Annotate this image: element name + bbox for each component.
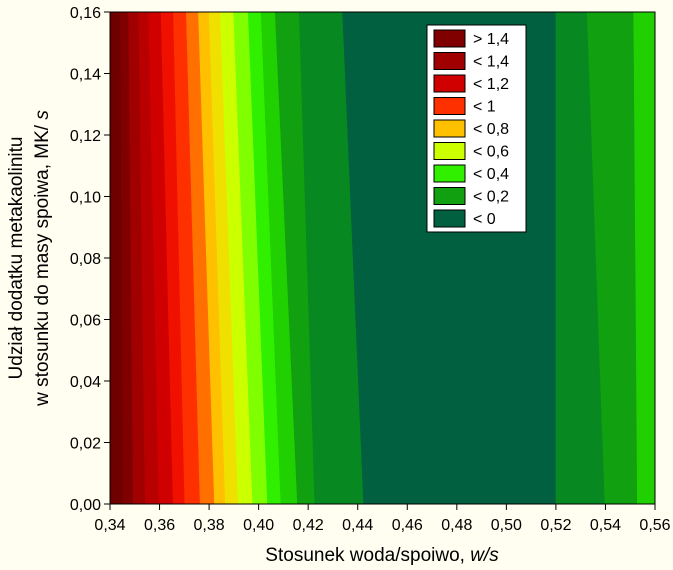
contour-band-19 [633, 11, 656, 505]
legend: > 1,4 < 1,4 < 1,2 < 1 < 0,8 < 0,6 < 0,4 < 0,2 < … [426, 24, 527, 233]
x-axis: 0,34 0,36 0,38 0,40 0,42 0,44 0,46 0,48 0,50 0,52… [94, 504, 671, 534]
x-tick-label: 0,44 [342, 517, 373, 534]
x-axis-title-italic: w/s [470, 545, 499, 566]
legend-label: < 0,8 [473, 121, 509, 138]
legend-label: < 0,4 [473, 166, 509, 183]
x-tick-label: 0,36 [144, 517, 175, 534]
legend-label: < 0,2 [473, 189, 509, 206]
x-tick-label: 0,42 [293, 517, 324, 534]
x-tick-label: 0,50 [491, 517, 522, 534]
y-axis-title-line-2: w stosunku do masy spoiwa, MK/ s [32, 110, 53, 407]
legend-label: > 1,4 [473, 31, 509, 48]
y-tick-label: 0,06 [70, 313, 101, 330]
x-tick-label: 0,46 [392, 517, 423, 534]
y-tick-label: 0,04 [70, 374, 101, 391]
legend-swatch [433, 209, 466, 228]
legend-label: < 1,2 [473, 76, 509, 93]
legend-swatch [433, 52, 466, 70]
legend-swatch [433, 29, 466, 48]
x-tick-label: 0,56 [639, 517, 670, 534]
y-tick-label: 0,12 [70, 128, 101, 145]
y-tick-label: 0,14 [70, 67, 101, 84]
legend-swatch [433, 119, 466, 138]
x-tick-label: 0,54 [590, 517, 621, 534]
y-tick-label: 0,10 [70, 190, 101, 207]
legend-label: < 1 [473, 99, 496, 116]
legend-swatch [433, 187, 466, 205]
legend-label: < 1,4 [473, 54, 509, 71]
legend-label: < 0,6 [473, 144, 509, 161]
y-tick-label: 0,16 [70, 5, 101, 22]
legend-label: < 0 [473, 211, 496, 228]
x-axis-title-text: Stosunek woda/spoiwo, [265, 545, 470, 566]
y-tick-label: 0,02 [70, 436, 101, 453]
x-axis-title: Stosunek woda/spoiwo, w/s [265, 545, 499, 566]
y-axis-title-line-1: Udział dodatku metakaolinitu [6, 137, 27, 380]
legend-swatch [433, 142, 466, 160]
x-tick-label: 0,48 [441, 517, 472, 534]
legend-swatch [433, 97, 466, 115]
legend-swatch [433, 164, 466, 183]
y-axis-title-line-2-italic: s [32, 110, 53, 125]
y-axis-title-line-2-text: w stosunku do masy spoiwa, MK/ [32, 124, 53, 407]
y-tick-label: 0,08 [70, 251, 101, 268]
x-tick-label: 0,52 [540, 517, 571, 534]
legend-swatch [433, 74, 466, 93]
x-tick-label: 0,34 [94, 517, 125, 534]
y-axis: 0,00 0,02 0,04 0,06 0,08 0,10 0,12 0,14 0,16 [70, 5, 110, 514]
contour-bands [109, 11, 656, 505]
x-tick-label: 0,38 [194, 517, 225, 534]
x-tick-label: 0,40 [243, 517, 274, 534]
y-tick-label: 0,00 [70, 497, 101, 514]
